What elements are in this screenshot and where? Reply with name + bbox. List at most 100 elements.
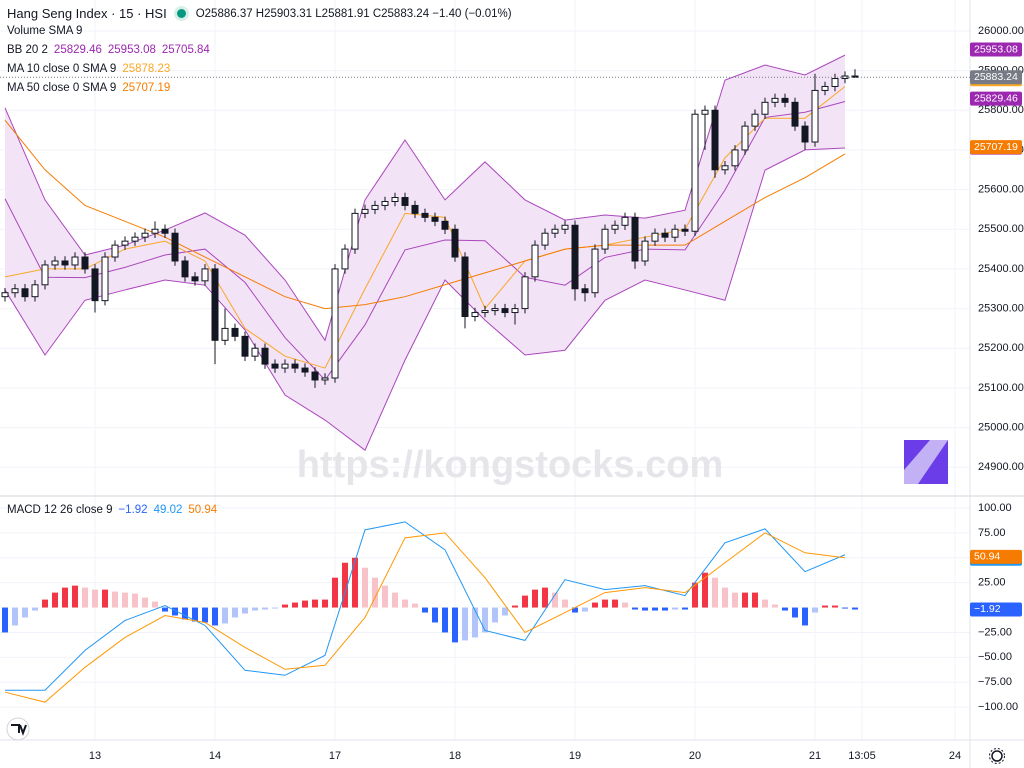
candle-body bbox=[601, 228, 609, 250]
x-tick-label: 13:05 bbox=[848, 750, 876, 762]
candle-body bbox=[51, 260, 59, 266]
macd-hist-bar bbox=[492, 607, 498, 623]
watermark-logo-stripe bbox=[904, 440, 948, 484]
macd-hist-bar bbox=[642, 607, 648, 611]
macd-hist-bar bbox=[332, 577, 338, 608]
macd-hist-bar bbox=[402, 599, 408, 608]
candle-body bbox=[701, 109, 709, 115]
macd-tick-label: −100.00 bbox=[978, 701, 1018, 713]
macd-hist-bar bbox=[2, 607, 8, 633]
candle-body bbox=[321, 377, 329, 381]
macd-hist-bar bbox=[702, 572, 708, 608]
macd-hist-bar bbox=[62, 587, 68, 608]
chart-title: Hang Seng Index · 15 · HSI bbox=[7, 6, 167, 21]
candle-body bbox=[571, 224, 579, 290]
macd-line bbox=[4, 532, 846, 703]
candle-body bbox=[191, 276, 199, 282]
macd-hist-bar bbox=[282, 604, 288, 608]
overlay-line bbox=[4, 147, 846, 451]
candle-body bbox=[471, 312, 479, 318]
macd-hist-bar bbox=[462, 607, 468, 641]
candle-body bbox=[741, 125, 749, 151]
macd-value: 50.94 bbox=[188, 504, 218, 516]
candle-body bbox=[291, 363, 299, 369]
macd-hist-bar bbox=[152, 601, 158, 608]
macd-tick-label: −75.00 bbox=[978, 676, 1012, 688]
macd-hist-bar bbox=[92, 589, 98, 608]
candle-body bbox=[391, 197, 399, 202]
macd-tick-label: 100.00 bbox=[978, 502, 1012, 514]
candle-body bbox=[441, 220, 449, 230]
macd-tick-label: −50.00 bbox=[978, 651, 1012, 663]
candle-body bbox=[661, 232, 669, 238]
candle-body bbox=[731, 149, 739, 167]
macd-hist-bar bbox=[212, 607, 218, 626]
candle-body bbox=[201, 268, 209, 282]
candle-body bbox=[271, 363, 279, 369]
macd-hist-bar bbox=[802, 607, 808, 626]
candle-body bbox=[521, 276, 529, 310]
settings-gear-ring bbox=[989, 748, 1005, 764]
macd-hist-bar bbox=[572, 607, 578, 613]
y-tick-label: 25100.00 bbox=[978, 382, 1024, 394]
x-tick-label: 13 bbox=[89, 750, 101, 762]
candle-body bbox=[631, 216, 639, 262]
candle-body bbox=[401, 197, 409, 206]
macd-hist-bar bbox=[362, 567, 368, 608]
indicator-label: MA 10 close 0 SMA 9 bbox=[7, 63, 117, 75]
candle-body bbox=[551, 228, 559, 234]
macd-hist-bar bbox=[342, 562, 348, 608]
candle-body bbox=[501, 308, 509, 314]
candle-body bbox=[311, 371, 319, 381]
macd-hist-bar bbox=[672, 607, 678, 610]
candle-body bbox=[161, 228, 169, 234]
watermark: https://kongstocks.com bbox=[297, 444, 724, 486]
candle-body bbox=[801, 125, 809, 143]
macd-hist-bar bbox=[272, 607, 278, 609]
macd-hist-bar bbox=[592, 602, 598, 608]
macd-hist-bar bbox=[772, 604, 778, 608]
indicator-value: 25705.84 bbox=[161, 44, 210, 56]
macd-hist-bar bbox=[822, 605, 828, 608]
macd-hist-bar bbox=[102, 589, 108, 608]
macd-tick-label: 75.00 bbox=[978, 527, 1006, 539]
macd-hist-bar bbox=[622, 602, 628, 608]
y-tick-label: 25400.00 bbox=[978, 263, 1024, 275]
candle-body bbox=[231, 327, 239, 337]
candle-body bbox=[31, 284, 39, 298]
macd-hist-bar bbox=[512, 605, 518, 608]
candle-body bbox=[451, 228, 459, 258]
candle-body bbox=[711, 109, 719, 171]
macd-hist-bar bbox=[582, 607, 588, 612]
macd-hist-bar bbox=[762, 599, 768, 608]
x-tick-label: 18 bbox=[449, 750, 461, 762]
price-label: 25883.24 bbox=[974, 71, 1018, 83]
candle-body bbox=[301, 367, 309, 373]
macd-hist-bar bbox=[472, 607, 478, 638]
macd-hist-bar bbox=[112, 591, 118, 608]
macd-hist-bar bbox=[162, 607, 168, 612]
macd-hist-bar bbox=[842, 607, 848, 609]
x-tick-label: 24 bbox=[949, 750, 961, 762]
candle-body bbox=[511, 308, 519, 314]
macd-hist-bar bbox=[712, 577, 718, 608]
indicator-row: BB 20 2 25829.46 25953.08 25705.84 bbox=[7, 44, 210, 56]
macd-hist-bar bbox=[662, 607, 668, 611]
candle-body bbox=[111, 244, 119, 258]
candle-body bbox=[411, 204, 419, 214]
candle-body bbox=[561, 224, 569, 230]
macd-hist-bar bbox=[372, 577, 378, 608]
macd-hist-bar bbox=[262, 607, 268, 610]
macd-hist-bar bbox=[142, 597, 148, 608]
candle-body bbox=[541, 232, 549, 246]
macd-hist-bar bbox=[782, 607, 788, 611]
candle-body bbox=[361, 208, 369, 214]
candle-body bbox=[431, 216, 439, 222]
x-tick-label: 19 bbox=[569, 750, 581, 762]
macd-hist-bar bbox=[732, 592, 738, 608]
macd-hist-bar bbox=[202, 607, 208, 623]
macd-hist-bar bbox=[532, 589, 538, 608]
macd-hist-bar bbox=[432, 607, 438, 623]
tv-logo-mark bbox=[11, 724, 27, 736]
